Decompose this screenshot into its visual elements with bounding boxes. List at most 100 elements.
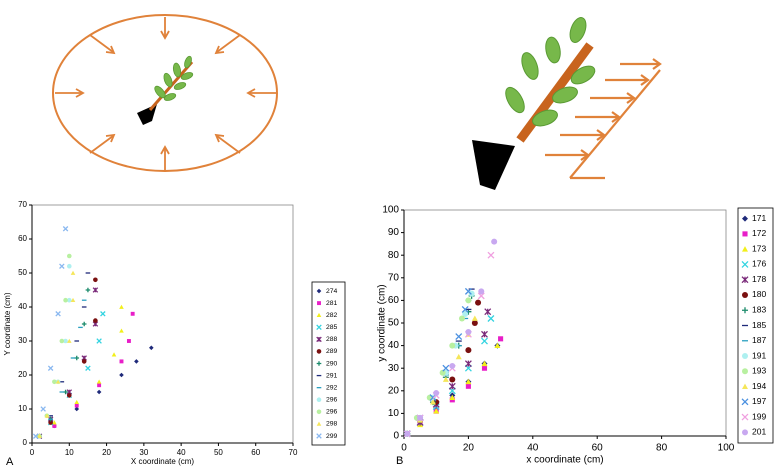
legend-label: 274 <box>326 288 338 295</box>
legend-label: 199 <box>752 411 766 421</box>
legend-marker <box>316 421 322 426</box>
data-point <box>433 390 440 397</box>
data-point <box>481 365 488 371</box>
data-point <box>464 360 472 368</box>
y-tick-label: 50 <box>388 318 400 329</box>
data-point <box>70 270 76 275</box>
data-point <box>52 420 57 425</box>
legend-label: 292 <box>326 384 338 391</box>
legend-marker <box>316 324 322 331</box>
x-tick-label: 60 <box>592 443 604 454</box>
legend-marker <box>316 397 322 403</box>
data-point <box>52 424 57 428</box>
x-tick-label: 0 <box>30 448 35 457</box>
y-tick-label: 10 <box>18 404 27 413</box>
legend-label: 290 <box>326 360 338 367</box>
data-point <box>481 360 488 367</box>
x-tick-label: 50 <box>214 448 223 457</box>
legend-label: 176 <box>752 259 766 269</box>
x-tick-label: 40 <box>527 443 539 454</box>
data-point <box>465 297 472 304</box>
legend-marker <box>316 361 322 366</box>
data-point <box>487 251 495 259</box>
x-tick-label: 80 <box>656 443 668 454</box>
data-point <box>74 403 79 408</box>
data-point <box>93 318 98 323</box>
y-tick-label: 60 <box>388 295 400 306</box>
data-point <box>55 311 61 317</box>
legend-label: 194 <box>752 381 766 391</box>
x-tick-label: 60 <box>251 448 260 457</box>
legend-marker <box>316 433 322 439</box>
legend-label: 285 <box>326 324 338 331</box>
data-point <box>119 359 124 364</box>
y-tick-label: 60 <box>18 234 27 243</box>
data-point <box>85 287 91 293</box>
legend-marker <box>742 307 748 314</box>
legend-marker <box>741 398 749 406</box>
data-point <box>37 433 42 439</box>
data-point <box>66 393 72 398</box>
legend-label: 197 <box>752 396 766 406</box>
data-point <box>477 292 485 300</box>
legend-marker <box>316 349 322 354</box>
x-axis-label: x coordinate (cm) <box>526 455 603 466</box>
legend-marker <box>742 246 748 252</box>
x-axis-label: X coordinate (cm) <box>131 457 194 466</box>
y-tick-label: 100 <box>382 205 399 216</box>
legend-label: 180 <box>752 289 766 299</box>
data-point <box>47 365 54 371</box>
panel-label: A <box>6 456 14 468</box>
data-point <box>433 408 440 414</box>
x-tick-label: 10 <box>65 448 74 457</box>
legend-label: 185 <box>752 320 766 330</box>
data-point <box>97 383 102 388</box>
data-point <box>130 311 135 316</box>
legend-label: 201 <box>752 427 766 437</box>
legend-label: 289 <box>326 348 338 355</box>
legend-marker <box>316 409 322 415</box>
data-point <box>134 359 139 364</box>
data-point <box>96 379 102 384</box>
data-point <box>81 359 87 364</box>
data-point <box>465 329 472 336</box>
diagram-circular <box>52 14 278 172</box>
legend-label: 173 <box>752 243 766 253</box>
data-point <box>471 320 478 326</box>
legend-marker <box>742 215 748 222</box>
data-point <box>449 376 456 383</box>
data-point <box>448 382 456 390</box>
data-point <box>32 433 39 439</box>
legend-marker <box>742 231 748 237</box>
data-point <box>55 379 61 384</box>
data-point <box>59 263 65 269</box>
legend-marker <box>741 276 749 284</box>
data-point <box>455 333 463 341</box>
data-point <box>417 414 424 421</box>
legend-marker <box>741 260 749 268</box>
y-tick-label: 40 <box>388 340 400 351</box>
data-point <box>59 338 65 344</box>
data-point <box>478 288 485 295</box>
data-point <box>481 330 488 338</box>
data-point <box>461 305 469 313</box>
data-point <box>449 342 456 349</box>
legend-marker <box>317 301 321 306</box>
data-point <box>92 287 99 293</box>
data-point <box>63 297 68 303</box>
legend-label: 291 <box>326 372 338 379</box>
data-point <box>475 299 482 306</box>
legend-marker <box>742 383 748 389</box>
data-point <box>149 345 154 351</box>
data-point <box>442 364 450 372</box>
y-tick-label: 30 <box>18 336 27 345</box>
plot-frame <box>31 204 294 444</box>
y-tick-label: 90 <box>388 227 400 238</box>
data-point <box>465 347 472 354</box>
data-point <box>462 310 469 317</box>
data-point <box>62 226 69 232</box>
x-tick-label: 20 <box>463 443 475 454</box>
data-point <box>74 399 80 405</box>
legend-marker <box>316 288 322 294</box>
data-point <box>70 297 76 303</box>
